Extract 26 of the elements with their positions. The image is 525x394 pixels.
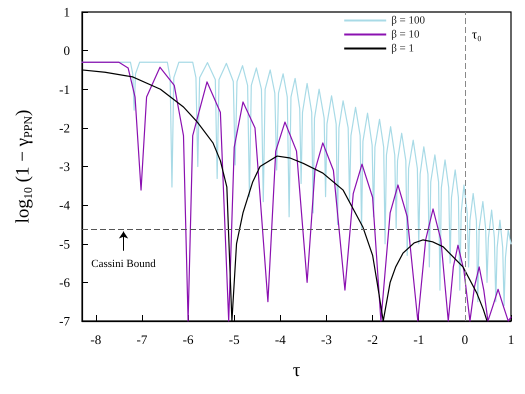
ref-line-label: τ₀: [472, 26, 482, 42]
x-tick-label: -2: [367, 332, 378, 347]
x-tick-label: -7: [136, 332, 148, 347]
x-tick-label: -3: [321, 332, 332, 347]
legend-label: β = 100: [391, 14, 426, 26]
y-tick-label: 0: [64, 43, 70, 58]
y-tick-label: -3: [59, 159, 70, 174]
y-tick-label: -4: [59, 198, 70, 213]
x-axis-title: τ: [292, 360, 301, 381]
annotation: Cassini Bound: [91, 258, 156, 270]
y-tick-label: -5: [59, 236, 70, 252]
y-tick-label: -6: [59, 274, 70, 290]
y-axis-title: log10 (1 − γPPN): [12, 110, 35, 224]
x-tick-label: -5: [228, 332, 240, 347]
x-tick-label: -6: [182, 332, 194, 347]
y-tick-label: -2: [59, 120, 70, 136]
x-tick-label: -4: [274, 332, 286, 347]
y-tick-label: -7: [59, 314, 70, 328]
legend-label: β = 1: [391, 42, 414, 54]
y-tick-label: 1: [64, 4, 70, 20]
x-tick-label: -1: [413, 332, 424, 347]
legend-label: β = 10: [391, 28, 420, 40]
x-tick-label: -8: [90, 332, 102, 347]
x-tick-label: 0: [462, 332, 468, 347]
y-tick-label: -1: [59, 82, 70, 97]
x-tick-label: 1: [508, 332, 514, 347]
